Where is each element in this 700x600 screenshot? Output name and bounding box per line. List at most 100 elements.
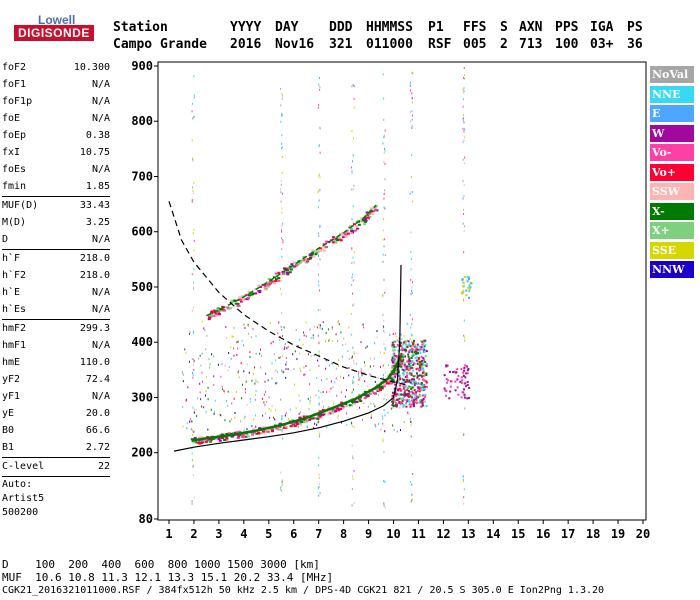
echo-point <box>452 371 455 374</box>
echo-point <box>410 326 412 329</box>
echo-point <box>385 382 389 385</box>
echo-point <box>351 218 353 221</box>
echo-point <box>380 351 382 354</box>
echo-point <box>365 214 369 217</box>
echo-point <box>188 332 190 335</box>
echo-point <box>466 397 469 400</box>
echo-point <box>290 263 294 266</box>
echo-point <box>193 239 195 242</box>
echo-point <box>338 320 340 323</box>
echo-point <box>411 323 413 326</box>
echo-point <box>399 402 402 405</box>
echo-point <box>374 380 376 383</box>
param-label: MUF(D) <box>2 200 39 211</box>
echo-point <box>423 345 426 348</box>
echo-point <box>463 488 465 491</box>
echo-point <box>400 397 402 400</box>
echo-point <box>364 364 366 367</box>
echo-point <box>462 222 464 225</box>
echo-point <box>466 280 469 283</box>
echo-point <box>282 222 284 225</box>
echo-point <box>466 369 469 372</box>
echo-point <box>263 288 267 291</box>
echo-point <box>325 246 329 249</box>
echo-point <box>317 359 319 362</box>
echo-point <box>384 430 386 433</box>
echo-point <box>192 232 194 235</box>
echo-point <box>423 348 426 351</box>
echo-point <box>282 155 284 158</box>
echo-point <box>348 404 352 407</box>
echo-point <box>235 431 239 434</box>
echo-point <box>417 386 420 389</box>
echo-point <box>364 380 366 383</box>
digisonde-logo: DIGISONDE <box>14 25 94 41</box>
echo-point <box>285 363 287 366</box>
echo-point <box>340 391 342 394</box>
echo-point <box>443 374 446 377</box>
echo-point <box>202 440 206 443</box>
legend-vo: Vo- <box>650 144 694 161</box>
echo-point <box>367 405 369 408</box>
echo-point <box>400 345 403 348</box>
echo-point <box>406 380 409 383</box>
param-label: hmF2 <box>2 323 27 334</box>
echo-point <box>394 373 398 376</box>
echo-point <box>343 376 345 379</box>
echo-point <box>410 435 412 438</box>
param-row: foF1 N/A <box>2 77 110 94</box>
echo-point <box>422 394 425 397</box>
echo-point <box>374 423 376 426</box>
y-tick-label: 80 <box>139 512 153 526</box>
echo-point <box>281 97 283 100</box>
echo-point <box>384 238 386 241</box>
echo-point <box>316 326 318 329</box>
echo-point <box>334 381 336 384</box>
echo-point <box>330 412 334 415</box>
echo-point <box>457 393 460 396</box>
echo-point <box>298 422 302 425</box>
echo-point <box>350 312 352 315</box>
autoscaling-info: Artist5 <box>2 493 45 504</box>
x-tick-label: 2 <box>190 527 197 541</box>
echo-point <box>286 361 288 364</box>
echo-point <box>309 257 313 260</box>
echo-point <box>406 379 409 382</box>
echo-point <box>464 128 466 131</box>
header-label-ddd: DDD <box>329 20 353 35</box>
echo-point <box>296 423 300 426</box>
echo-point <box>394 404 397 407</box>
echo-point <box>411 154 413 157</box>
echo-point <box>296 262 300 265</box>
echo-point <box>267 428 271 431</box>
autoscaling-info: 500200 <box>2 507 39 518</box>
echo-point <box>202 380 204 383</box>
echo-point <box>348 326 350 329</box>
echo-point <box>331 408 335 411</box>
echo-point <box>250 433 254 436</box>
echo-point <box>318 364 320 367</box>
echo-point <box>411 96 413 99</box>
echo-point <box>391 359 394 362</box>
echo-point <box>408 400 411 403</box>
echo-point <box>337 408 341 411</box>
echo-point <box>374 405 376 408</box>
echo-point <box>469 286 472 289</box>
echo-point <box>291 419 295 422</box>
echo-point <box>404 392 407 395</box>
echo-point <box>465 372 468 375</box>
echo-point <box>336 394 338 397</box>
x-tick-label: 18 <box>586 527 600 541</box>
echo-point <box>193 267 195 270</box>
echo-point <box>409 192 411 195</box>
echo-point <box>244 435 248 438</box>
echo-point <box>425 380 428 383</box>
echo-point <box>383 330 385 333</box>
param-label: hmE <box>2 357 21 368</box>
echo-point <box>325 367 327 370</box>
echo-point <box>411 71 413 74</box>
echo-point <box>384 394 386 397</box>
echo-point <box>353 426 355 429</box>
echo-point <box>229 307 233 310</box>
echo-point <box>362 223 366 226</box>
